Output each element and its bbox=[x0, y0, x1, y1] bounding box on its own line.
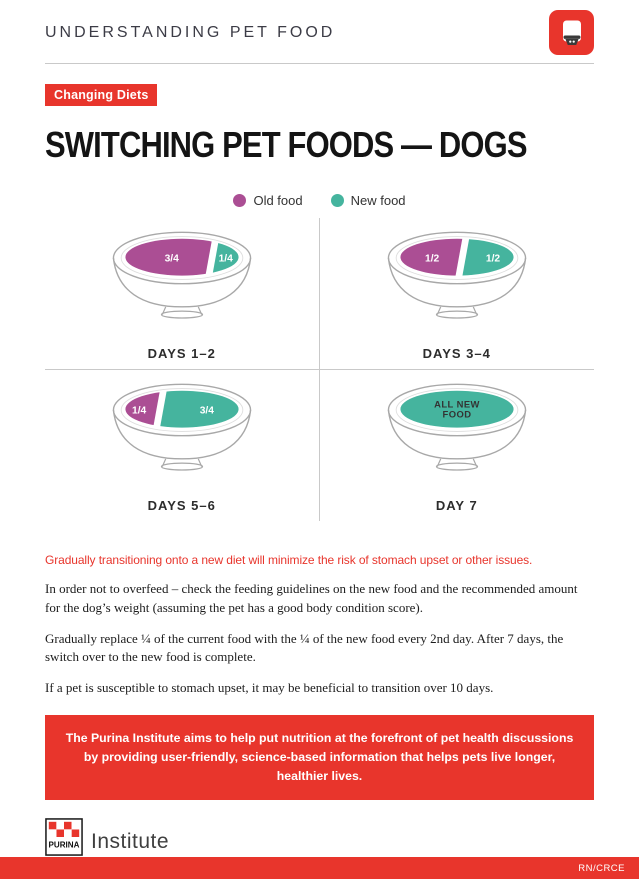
new-fraction-label: 1/4 bbox=[218, 254, 233, 265]
new-fraction-label: 1/2 bbox=[486, 254, 501, 265]
bowl-diagram-days-1-2: 3/4 1/4 bbox=[112, 231, 252, 319]
footer-bar: RN/CRCE bbox=[0, 857, 639, 879]
bowl-grid: 3/4 1/4 DAYS 1–2 1/2 1/2 DAYS 3–4 bbox=[45, 218, 595, 522]
bowl-caption: DAYS 5–6 bbox=[147, 498, 216, 514]
purina-wordmark: PURINA bbox=[49, 841, 80, 850]
bowl-caption: DAYS 1–2 bbox=[147, 346, 216, 362]
purina-institute-callout: The Purina Institute aims to help put nu… bbox=[45, 715, 594, 801]
bowl-caption: DAY 7 bbox=[435, 498, 478, 514]
pet-food-icon bbox=[549, 10, 594, 55]
body-copy: In order not to overfeed – check the fee… bbox=[45, 580, 594, 697]
old-fraction-label: 1/4 bbox=[132, 406, 147, 417]
paragraph: Gradually replace ¼ of the current food … bbox=[45, 630, 564, 664]
old-food-portion bbox=[125, 391, 161, 428]
page-header: UNDERSTANDING PET FOOD bbox=[45, 0, 594, 64]
new-food-dot-icon bbox=[330, 194, 344, 208]
new-food-portion bbox=[400, 391, 514, 428]
bowl-diagram-days-3-4: 1/2 1/2 bbox=[387, 231, 527, 319]
new-fraction-label: 3/4 bbox=[199, 406, 214, 417]
all-new-food-label-line2: FOOD bbox=[442, 409, 471, 420]
bowl-panel-days-5-6: 1/4 3/4 DAYS 5–6 bbox=[45, 370, 320, 522]
bowl-panel-days-3-4: 1/2 1/2 DAYS 3–4 bbox=[319, 218, 594, 371]
legend-label-old: Old food bbox=[253, 193, 303, 209]
paragraph: If a pet is susceptible to stomach upset… bbox=[45, 680, 494, 696]
bowl-caption: DAYS 3–4 bbox=[422, 346, 491, 362]
legend-item-old-food: Old food bbox=[233, 193, 303, 209]
legend: Old food New food bbox=[45, 193, 594, 208]
series-title: UNDERSTANDING PET FOOD bbox=[45, 23, 336, 41]
bowl-diagram-day-7: ALL NEW FOOD bbox=[387, 383, 527, 471]
institute-wordmark: Institute bbox=[91, 830, 170, 854]
bowl-panel-days-1-2: 3/4 1/4 DAYS 1–2 bbox=[45, 218, 320, 371]
paragraph: In order not to overfeed – check the fee… bbox=[45, 581, 578, 615]
bowl-diagram-days-5-6: 1/4 3/4 bbox=[112, 383, 252, 471]
highlight-sentence: Gradually transitioning onto a new diet … bbox=[45, 553, 533, 568]
legend-item-new-food: New food bbox=[330, 193, 406, 209]
food-bag-bowl-icon bbox=[562, 20, 581, 45]
old-fraction-label: 1/2 bbox=[425, 254, 440, 265]
old-food-dot-icon bbox=[233, 194, 247, 208]
old-fraction-label: 3/4 bbox=[164, 254, 179, 265]
section-badge: Changing Diets bbox=[45, 84, 158, 106]
footer-code: RN/CRCE bbox=[578, 862, 625, 874]
page-title: SWITCHING PET FOODS — DOGS bbox=[45, 124, 527, 165]
legend-label-new: New food bbox=[350, 193, 406, 209]
all-new-food-label-line1: ALL NEW bbox=[434, 399, 480, 410]
purina-checkerboard-icon: PURINA bbox=[45, 818, 83, 857]
bowl-panel-day-7: ALL NEW FOOD DAY 7 bbox=[320, 370, 595, 521]
